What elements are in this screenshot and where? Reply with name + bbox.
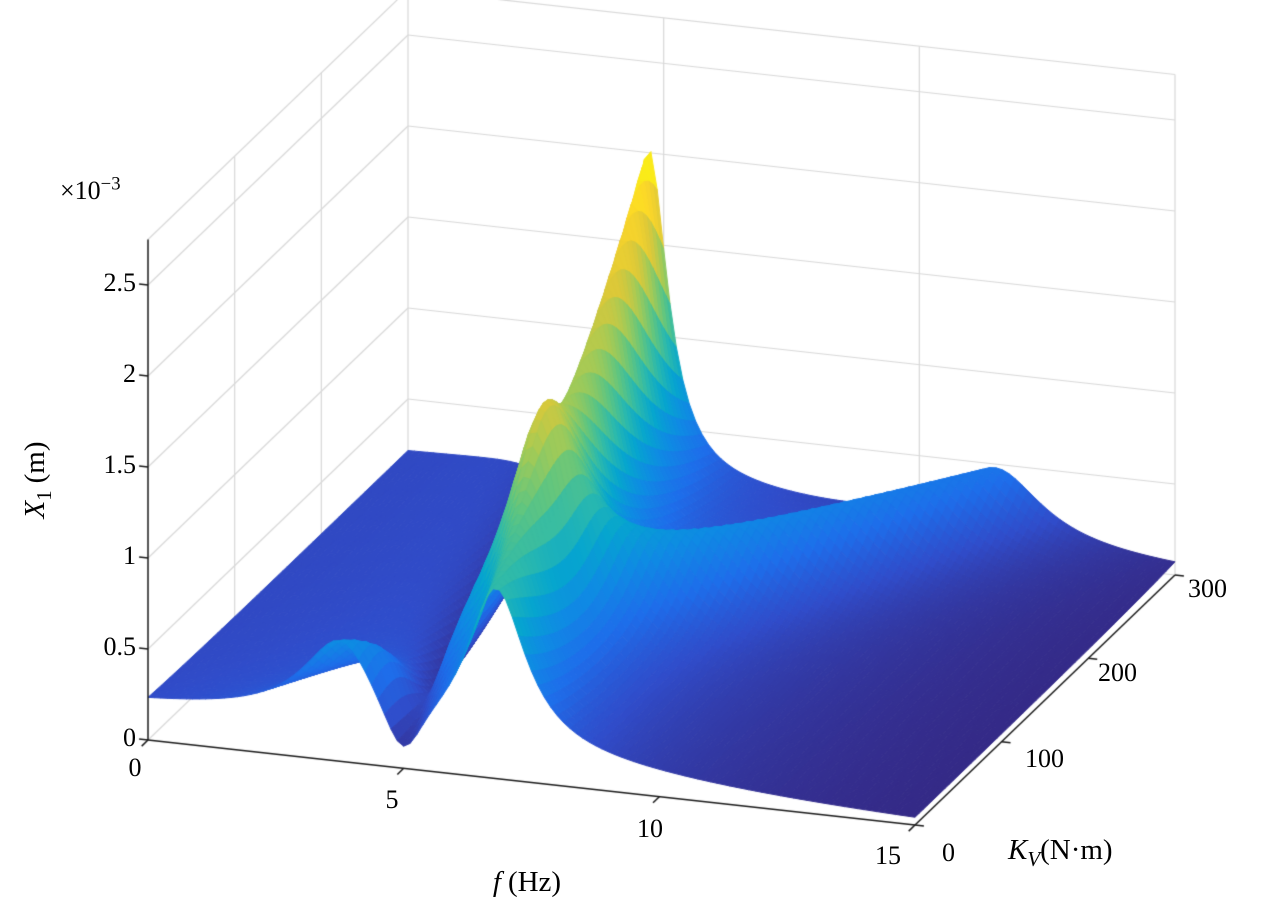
x-axis-unit: (Hz) — [507, 866, 562, 898]
z-tick-label: 1 — [123, 541, 136, 570]
z-tick-label: 2 — [123, 359, 136, 388]
z-tick-label: 0.5 — [103, 632, 137, 661]
z-axis-subscript: 1 — [31, 490, 56, 501]
z-axis-variable: X — [19, 500, 51, 519]
y-axis-variable: K — [1008, 834, 1028, 866]
y-axis-unit: (N·m) — [1040, 834, 1113, 866]
exponent-power: −3 — [100, 173, 121, 195]
x-tick-label: 0 — [128, 753, 142, 782]
x-axis-label: f (Hz) — [493, 866, 561, 898]
y-axis-label: KV(N·m) — [1008, 834, 1113, 869]
z-axis-unit: (m) — [19, 441, 51, 484]
y-tick-label: 200 — [1098, 658, 1137, 687]
z-axis-label: X1 (m) — [19, 441, 56, 519]
z-tick-label: 2.5 — [103, 268, 137, 297]
z-tick-label: 1.5 — [103, 450, 137, 479]
exponent-mantissa: ×10 — [60, 176, 101, 205]
y-axis-subscript: V — [1027, 846, 1041, 871]
z-tick-label: 0 — [123, 723, 136, 752]
y-tick-label: 100 — [1025, 744, 1064, 773]
x-tick-label: 15 — [875, 841, 901, 870]
z-axis-exponent: ×10−3 — [60, 173, 121, 206]
x-tick-label: 5 — [385, 785, 399, 814]
y-tick-label: 300 — [1188, 574, 1227, 603]
y-tick-label: 0 — [942, 838, 955, 867]
x-tick-label: 10 — [637, 814, 663, 843]
x-axis-variable: f — [492, 866, 501, 898]
